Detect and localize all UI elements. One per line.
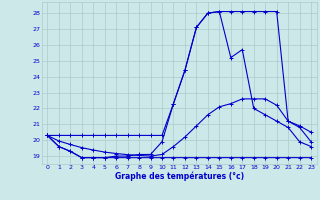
X-axis label: Graphe des températures (°c): Graphe des températures (°c) <box>115 172 244 181</box>
